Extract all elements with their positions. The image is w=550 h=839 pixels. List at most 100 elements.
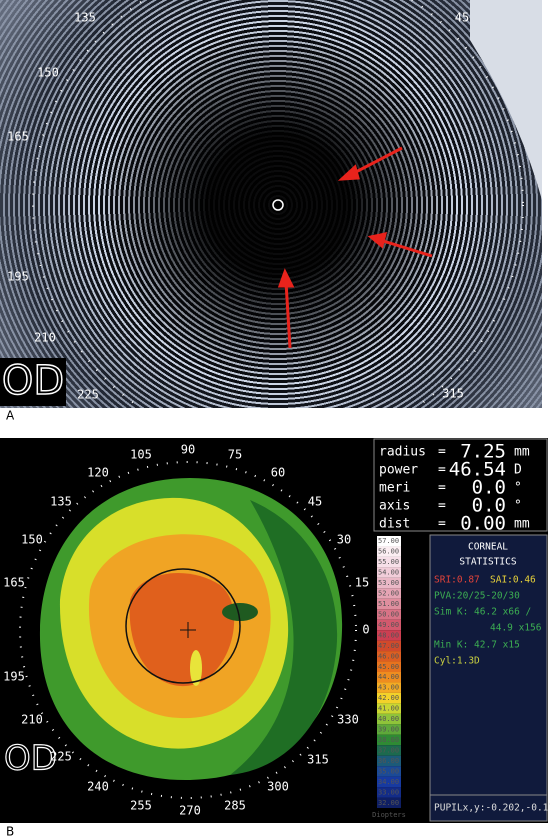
center-mark: [272, 199, 284, 211]
scale-swatch: [377, 577, 401, 589]
readout-value: 46.54: [449, 459, 506, 481]
scale-label: 37.00: [378, 746, 399, 754]
angle-label: 30: [337, 533, 351, 547]
scale-swatch: [377, 609, 401, 620]
scale-unit: Diopters: [372, 811, 406, 819]
scale-swatch: [377, 787, 401, 798]
angle-label: 330: [337, 713, 359, 727]
scale-swatch: [377, 640, 401, 652]
statistics-title: STATISTICS: [459, 557, 516, 568]
angle-label: 150: [21, 533, 43, 547]
scale-label: 55.00: [378, 558, 399, 566]
readout-unit: °: [514, 481, 522, 496]
statistics-title: CORNEAL: [468, 542, 508, 553]
readout-name: meri: [379, 481, 410, 496]
scale-swatch: [377, 755, 401, 767]
scale-label: 51.00: [378, 600, 399, 608]
angle-dots: [32, 0, 524, 451]
readout-box: [373, 438, 548, 532]
angle-label: 120: [87, 466, 109, 480]
scale-label: 42.00: [378, 694, 399, 702]
scale-swatch: [377, 797, 401, 808]
statistics-line: 44.9 x156: [490, 623, 542, 634]
angle-label: 255: [130, 799, 152, 813]
zone-blob: [222, 603, 258, 621]
scale-label: 52.00: [378, 590, 399, 598]
scale-label: 32.00: [378, 799, 399, 807]
angle-label: 225: [77, 388, 99, 402]
scale-swatch: [377, 556, 401, 568]
readout-value: 0.00: [460, 513, 506, 535]
scale-swatch: [377, 776, 401, 788]
angle-dots: [19, 461, 357, 799]
scale-swatch: [377, 598, 401, 610]
statistics-line: PVA:20/25-20/30: [434, 591, 520, 602]
crosshair: [180, 622, 196, 638]
angle-label: 225: [50, 750, 72, 764]
scale-label: 39.00: [378, 726, 399, 734]
scale-swatch: [377, 672, 401, 683]
angle-label: 210: [34, 331, 56, 345]
scale-label: 56.00: [378, 548, 399, 556]
angle-label: 90: [181, 443, 195, 457]
scale-swatch: [377, 734, 401, 746]
angle-label: 210: [21, 713, 43, 727]
scale-swatch: [377, 651, 401, 662]
readout-unit: mm: [514, 517, 530, 532]
statistics-line: Min K: 42.7 x15: [434, 640, 520, 651]
readout-name: dist: [379, 517, 410, 532]
angle-label: 45: [455, 11, 469, 25]
angle-label: 195: [3, 670, 25, 684]
scale-label: 44.00: [378, 673, 399, 681]
scale-label: 47.00: [378, 642, 399, 650]
statistics-line: SRI:0.87: [434, 575, 480, 586]
zone-dark-green: [230, 500, 338, 775]
scale-swatch: [377, 703, 401, 714]
scale-label: 34.00: [378, 778, 399, 786]
readout-name: axis: [379, 499, 410, 514]
scale-swatch: [377, 745, 401, 756]
readout-eq: =: [438, 445, 446, 460]
scale-swatch: [377, 546, 401, 557]
angle-label: 135: [50, 495, 72, 509]
readout-eq: =: [438, 481, 446, 496]
arrows: [277, 146, 433, 349]
scale-swatch: [377, 713, 401, 725]
scale-label: 53.00: [378, 579, 399, 587]
pupil-circle: [125, 568, 241, 684]
statistics-line: Cyl:1.3D: [434, 656, 480, 667]
statistics-line: Sim K: 46.2 x66 /: [434, 607, 531, 618]
scale-label: 54.00: [378, 569, 399, 577]
statistics-line: SAI:0.46: [490, 575, 536, 586]
scale-label: 35.00: [378, 767, 399, 775]
angle-label: 60: [271, 466, 285, 480]
sclera: [470, 0, 542, 200]
panel-label: A: [6, 409, 15, 423]
scale-label: 33.00: [378, 788, 399, 796]
angle-label: 285: [224, 799, 246, 813]
eye-label: OD: [2, 358, 64, 404]
scale-swatch: [377, 588, 401, 599]
angle-label: 240: [87, 780, 109, 794]
scale-label: 40.00: [378, 715, 399, 723]
angle-label: 150: [37, 66, 59, 80]
scale-label: 46.00: [378, 652, 399, 660]
scale-swatch: [377, 692, 401, 704]
readout-unit: °: [514, 499, 522, 514]
statistics-box: [429, 534, 548, 822]
readout-name: power: [379, 463, 418, 478]
scale-swatch: [377, 766, 401, 777]
scale-swatch: [377, 619, 401, 631]
scale-swatch: [377, 661, 401, 672]
scale-label: 57.00: [378, 537, 399, 545]
scale-label: 36.00: [378, 757, 399, 765]
angle-label: 195: [7, 270, 29, 284]
angle-label: 315: [307, 753, 329, 767]
scale-swatch: [377, 682, 401, 693]
readout-value: 0.0: [472, 495, 506, 517]
angle-label: 300: [267, 780, 289, 794]
scale-swatch: [377, 724, 401, 735]
scale-label: 48.00: [378, 631, 399, 639]
angle-label: 15: [355, 576, 369, 590]
